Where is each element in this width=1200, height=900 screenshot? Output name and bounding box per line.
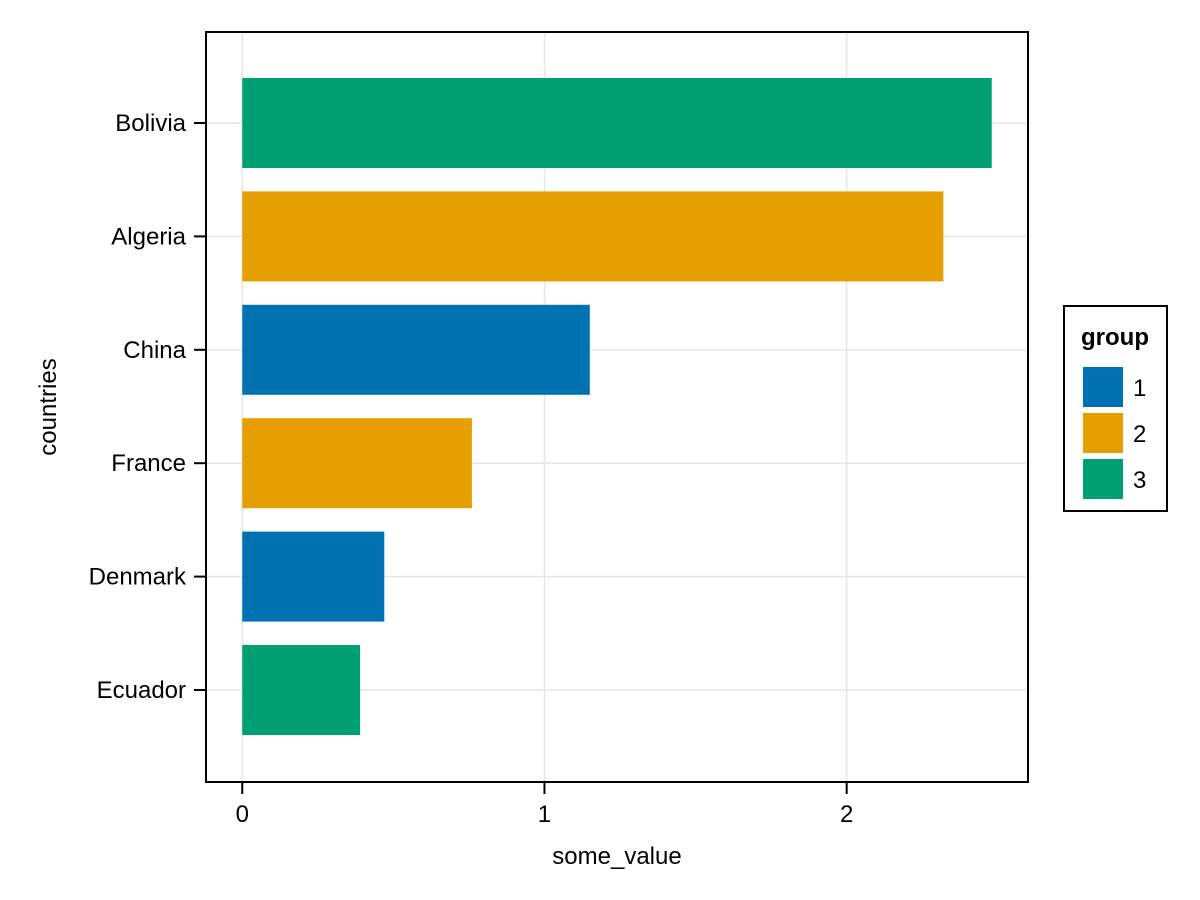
bar-france	[242, 418, 472, 509]
x-tick-label: 1	[538, 801, 551, 828]
plot-frame	[205, 31, 1029, 783]
y-tick-label: France	[111, 450, 186, 477]
bar-bolivia	[242, 78, 992, 168]
y-axis-label: countries	[35, 358, 62, 455]
x-tick-label: 2	[840, 801, 853, 828]
bars	[242, 78, 992, 735]
legend-label: 3	[1133, 467, 1146, 494]
bar-denmark	[242, 531, 385, 622]
ticks: 0 1 2 Bolivia Algeria China France Denmark Ecuad…	[89, 110, 854, 828]
legend-label: 2	[1133, 421, 1146, 448]
legend-title: group	[1081, 324, 1149, 351]
bar-ecuador	[242, 645, 361, 735]
x-axis-label: some_value	[552, 843, 681, 870]
legend-label: 1	[1133, 375, 1146, 402]
y-tick-label: Denmark	[89, 564, 187, 591]
legend-swatch	[1083, 413, 1123, 453]
y-tick-label: China	[123, 337, 186, 364]
y-tick-label: Bolivia	[115, 110, 186, 137]
bar-algeria	[242, 191, 944, 282]
y-tick-label: Algeria	[111, 223, 186, 250]
legend-entries: 1 2 3	[1083, 367, 1146, 499]
legend-swatch	[1083, 367, 1123, 407]
y-tick-label: Ecuador	[97, 677, 186, 704]
bar-china	[242, 304, 590, 395]
legend: group 1 2 3	[1063, 305, 1168, 512]
legend-swatch	[1083, 459, 1123, 499]
x-tick-label: 0	[236, 801, 249, 828]
